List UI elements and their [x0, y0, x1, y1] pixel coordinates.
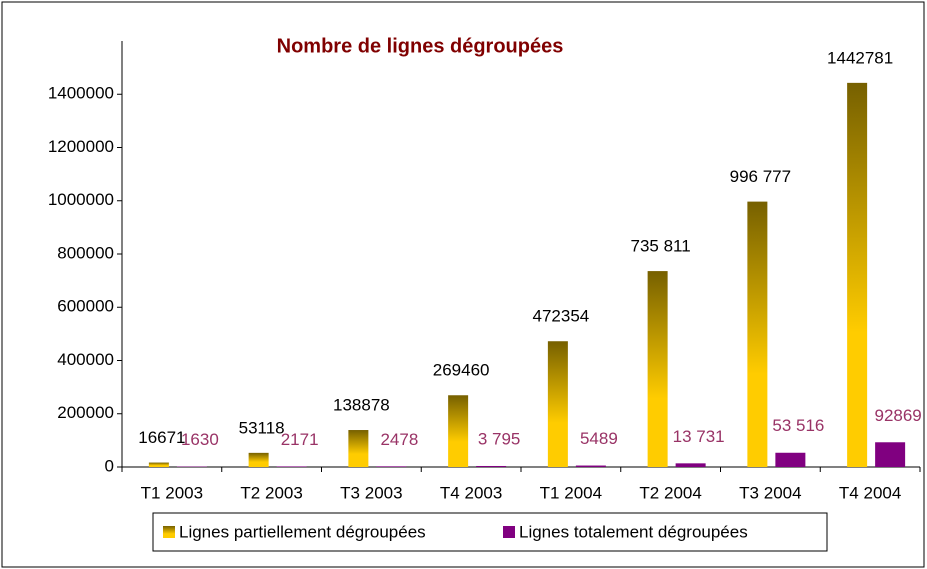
value-label: 1630	[181, 430, 219, 449]
value-label: 53 516	[772, 416, 824, 435]
value-label: 1442781	[827, 48, 893, 67]
x-tick-label: T1 2003	[141, 483, 203, 502]
value-label: 13 731	[673, 427, 725, 446]
y-tick-label: 1000000	[48, 190, 114, 209]
y-tick-label: 800000	[57, 243, 114, 262]
legend-swatch	[503, 526, 515, 538]
bar	[476, 465, 507, 467]
x-tick-label: T4 2003	[440, 483, 502, 502]
legend-box	[152, 512, 828, 552]
x-tick-label: T3 2004	[739, 483, 801, 502]
x-tick-label: T1 2004	[540, 483, 602, 502]
legend-label: Lignes partiellement dégroupées	[179, 522, 426, 541]
value-label: 2478	[380, 430, 418, 449]
value-label: 269460	[433, 361, 490, 380]
y-tick-label: 600000	[57, 297, 114, 316]
x-tick-label: T2 2004	[639, 483, 701, 502]
bar	[847, 82, 868, 467]
bar	[775, 452, 806, 467]
bar	[276, 466, 307, 467]
value-label: 472354	[533, 307, 590, 326]
value-label: 53118	[239, 418, 285, 437]
legend-label: Lignes totalement dégroupées	[519, 522, 748, 541]
bar	[348, 430, 369, 467]
value-label: 996 777	[730, 167, 791, 186]
bar	[547, 341, 568, 467]
value-label: 2171	[281, 430, 319, 449]
bar	[875, 442, 906, 467]
x-tick-label: T4 2004	[839, 483, 901, 502]
bar	[148, 462, 169, 467]
bar	[376, 466, 407, 467]
x-tick-label: T3 2003	[340, 483, 402, 502]
x-tick-label: T2 2003	[240, 483, 302, 502]
value-label: 16671	[138, 428, 185, 447]
value-label: 5489	[580, 429, 618, 448]
bar	[675, 463, 706, 467]
chart-title: Nombre de lignes dégroupées	[277, 35, 564, 57]
bar	[448, 395, 469, 467]
bar	[747, 201, 768, 467]
y-tick-label: 200000	[57, 403, 114, 422]
value-label: 3 795	[478, 429, 521, 448]
value-label: 735 811	[631, 237, 691, 256]
y-tick-label: 0	[105, 456, 114, 475]
bar	[575, 465, 606, 467]
value-label: 92869	[874, 406, 921, 425]
bar	[647, 271, 668, 467]
legend-swatch	[163, 526, 175, 538]
y-tick-label: 1400000	[48, 84, 114, 103]
y-tick-label: 1200000	[48, 137, 114, 156]
y-tick-label: 400000	[57, 350, 114, 369]
value-label: 138878	[333, 396, 390, 415]
bar	[248, 452, 269, 467]
